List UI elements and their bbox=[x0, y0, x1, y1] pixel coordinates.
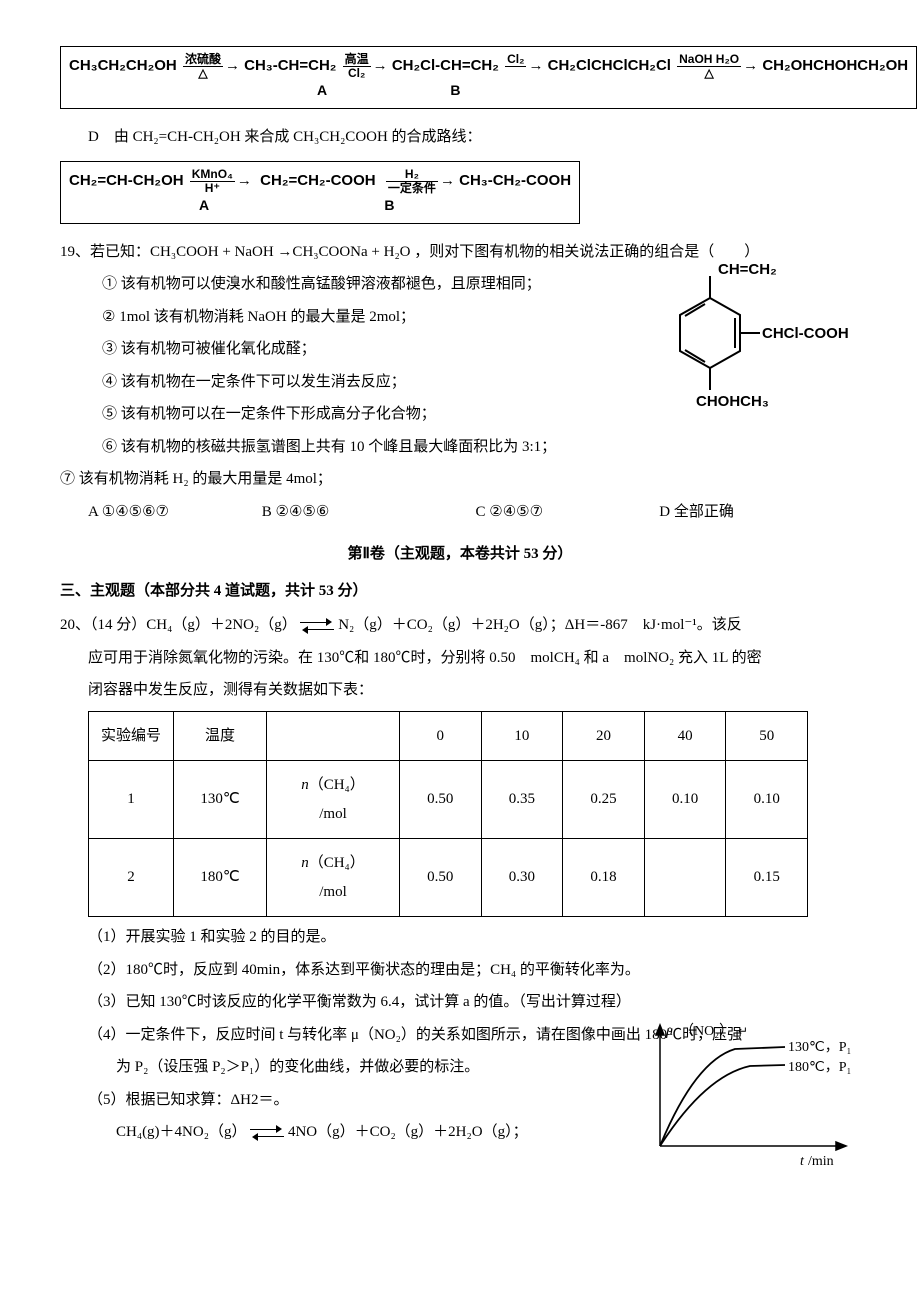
table-row: 2 180℃ n（CH₄）/mol 0.50 0.30 0.18 0.15 bbox=[89, 839, 808, 917]
q20-table: 实验编号 温度 0 10 20 40 50 1 130℃ n（CH₄）/mol … bbox=[88, 711, 808, 918]
step1: KMnO₄H⁺ bbox=[190, 168, 235, 194]
r2: CH₂Cl-CH=CH₂ bbox=[392, 57, 499, 74]
label-a: A bbox=[199, 197, 209, 213]
arrow-icon bbox=[440, 169, 455, 193]
r0: CH₃CH₂CH₂OH bbox=[69, 57, 177, 74]
opt-c: C ②④⑤⑦ bbox=[476, 498, 656, 527]
r1: CH₂=CH₂-COOH bbox=[260, 172, 375, 189]
synthesis-box-d: CH₂=CH-CH₂OH KMnO₄H⁺ CH₂=CH₂-COOH H₂一定条件… bbox=[60, 161, 580, 224]
arrow-icon bbox=[743, 54, 758, 78]
svg-text:t: t bbox=[800, 1154, 805, 1169]
table-row: 1 130℃ n（CH₄）/mol 0.50 0.35 0.25 0.10 0.… bbox=[89, 761, 808, 839]
svg-text:180℃，P₁: 180℃，P₁ bbox=[788, 1060, 851, 1075]
part2-title: 第Ⅱ卷（主观题，本卷共计 53 分） bbox=[60, 540, 860, 569]
r4: CH₂OHCHOHCH₂OH bbox=[762, 57, 908, 74]
svg-text:130℃，P₁: 130℃，P₁ bbox=[788, 1040, 851, 1055]
svg-text:↵: ↵ bbox=[738, 1024, 748, 1038]
route-d-text: D 由 CH₂=CH-CH₂OH 来合成 CH₃CH₂COOH 的合成路线： bbox=[60, 123, 860, 152]
label-a: A bbox=[317, 82, 327, 98]
step3: Cl₂ bbox=[505, 53, 526, 79]
q19-molecule: CH=CH₂ CHCl-COOH CHOHCH₃ bbox=[660, 258, 870, 439]
q19: 19、若已知：CH₃COOH + NaOH →CH₃COONa + H₂O ，则… bbox=[60, 238, 860, 527]
equilibrium-arrow-icon bbox=[250, 1126, 284, 1140]
q20-stem-line3: 闭容器中发生反应，测得有关数据如下表： bbox=[60, 676, 860, 705]
step1: 浓硫酸△ bbox=[183, 53, 223, 79]
svg-text:CH=CH₂: CH=CH₂ bbox=[718, 261, 777, 278]
r1: CH₃-CH=CH₂ bbox=[244, 57, 336, 74]
q19-item7: ⑦ 该有机物消耗 H₂ 的最大用量是 4mol； bbox=[60, 465, 860, 494]
q20-sub1: （1）开展实验 1 和实验 2 的目的是。 bbox=[60, 923, 860, 952]
q20-sub2: （2）180℃时，反应到 40min，体系达到平衡状态的理由是；CH₄ 的平衡转… bbox=[60, 956, 860, 985]
r2: CH₃-CH₂-COOH bbox=[459, 172, 571, 189]
synthesis-box-c: CH₃CH₂CH₂OH 浓硫酸△ CH₃-CH=CH₂ 高温Cl₂ CH₂Cl-… bbox=[60, 46, 917, 109]
r3: CH₂ClCHClCH₂Cl bbox=[548, 57, 671, 74]
arrow-icon bbox=[225, 54, 240, 78]
opt-a: A ①④⑤⑥⑦ bbox=[88, 498, 258, 527]
svg-text:CHOHCH₃: CHOHCH₃ bbox=[696, 393, 769, 410]
q20-chart: μ （NO₂） ↵ 130℃，P₁ 180℃，P₁ t /min bbox=[640, 1021, 860, 1182]
svg-text:μ: μ bbox=[665, 1024, 673, 1039]
table-row: 实验编号 温度 0 10 20 40 50 bbox=[89, 711, 808, 761]
equilibrium-arrow-icon bbox=[300, 619, 334, 633]
label-b: B bbox=[450, 82, 460, 98]
step2: H₂一定条件 bbox=[386, 168, 438, 194]
q20-sub3: （3）已知 130℃时该反应的化学平衡常数为 6.4，试计算 a 的值。（写出计… bbox=[60, 988, 860, 1017]
q20-stem: 20、（14 分）CH₄（g）＋2NO₂（g） N₂（g）＋CO₂（g）＋2H₂… bbox=[60, 611, 860, 640]
step4: NaOH H₂O△ bbox=[677, 53, 741, 79]
q19-options: A ①④⑤⑥⑦ B ②④⑤⑥ C ②④⑤⑦ D 全部正确 bbox=[60, 498, 860, 527]
label-b: B bbox=[384, 197, 394, 213]
arrow-icon bbox=[528, 54, 543, 78]
arrow-icon bbox=[237, 169, 252, 193]
q20-stem-line2: 应可用于消除氮氧化物的污染。在 130℃和 180℃时，分别将 0.50 mol… bbox=[60, 644, 860, 673]
part3-title: 三、主观题（本部分共 4 道试题，共计 53 分） bbox=[60, 577, 860, 606]
opt-b: B ②④⑤⑥ bbox=[262, 498, 472, 527]
arrow-icon bbox=[373, 54, 388, 78]
svg-text:（NO₂）: （NO₂） bbox=[680, 1023, 733, 1039]
svg-text:CHCl-COOH: CHCl-COOH bbox=[762, 325, 849, 342]
opt-d: D 全部正确 bbox=[659, 498, 734, 527]
r0: CH₂=CH-CH₂OH bbox=[69, 172, 184, 189]
svg-text:/min: /min bbox=[808, 1154, 834, 1169]
step2: 高温Cl₂ bbox=[343, 53, 371, 79]
